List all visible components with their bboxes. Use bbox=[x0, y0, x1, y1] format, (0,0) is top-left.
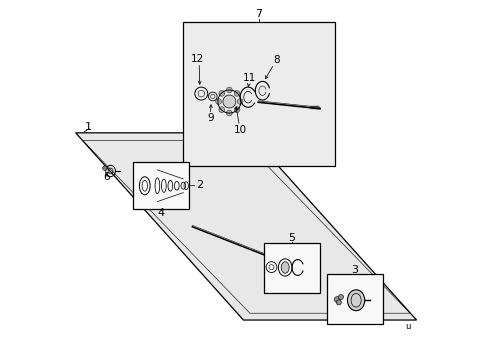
Text: 9: 9 bbox=[206, 113, 213, 123]
Circle shape bbox=[338, 294, 343, 300]
Text: 7: 7 bbox=[255, 9, 262, 19]
Circle shape bbox=[333, 297, 339, 302]
Circle shape bbox=[219, 107, 224, 113]
Text: 4: 4 bbox=[157, 208, 164, 218]
Ellipse shape bbox=[347, 290, 364, 311]
Bar bbox=[264, 243, 320, 293]
Text: 6: 6 bbox=[103, 172, 110, 182]
Text: 5: 5 bbox=[288, 233, 295, 243]
Bar bbox=[183, 22, 334, 166]
Ellipse shape bbox=[281, 262, 288, 273]
Circle shape bbox=[234, 107, 240, 113]
Circle shape bbox=[226, 110, 232, 116]
Circle shape bbox=[226, 87, 232, 93]
Circle shape bbox=[102, 166, 107, 170]
Text: 1: 1 bbox=[84, 122, 91, 132]
Bar bbox=[133, 162, 188, 209]
Circle shape bbox=[336, 300, 341, 305]
Text: 12: 12 bbox=[190, 54, 203, 64]
Circle shape bbox=[223, 95, 235, 108]
Text: 10: 10 bbox=[233, 125, 246, 135]
Text: 2: 2 bbox=[196, 180, 203, 190]
Text: u: u bbox=[405, 323, 410, 331]
Polygon shape bbox=[76, 133, 416, 320]
Text: 11: 11 bbox=[242, 73, 255, 84]
Circle shape bbox=[219, 90, 224, 96]
Circle shape bbox=[234, 90, 240, 96]
Text: 8: 8 bbox=[273, 55, 280, 66]
Circle shape bbox=[215, 99, 221, 104]
Text: 3: 3 bbox=[351, 265, 358, 275]
Circle shape bbox=[237, 99, 243, 104]
Bar bbox=[326, 274, 382, 324]
